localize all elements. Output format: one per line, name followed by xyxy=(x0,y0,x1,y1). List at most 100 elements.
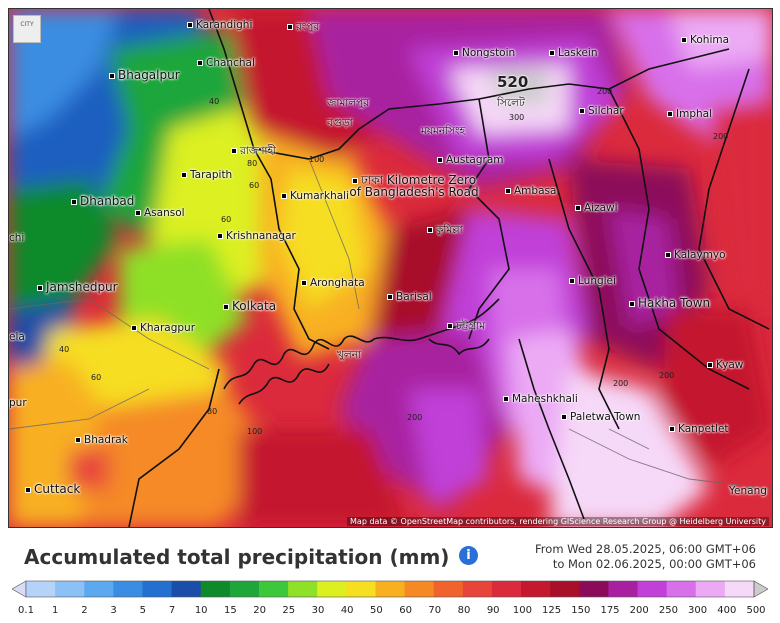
place-name: Maheshkhali xyxy=(512,393,578,405)
place-label-krishnanagar[interactable]: Krishnanagar xyxy=(217,230,296,242)
place-dot xyxy=(453,50,459,56)
place-label-jamalpur[interactable]: জামালপুর xyxy=(327,97,369,109)
place-name: Aizawl xyxy=(584,202,618,214)
place-name: Chanchal xyxy=(206,57,255,69)
place-label-kyaw[interactable]: Kyaw xyxy=(707,359,743,371)
place-label-kalaymyo[interactable]: Kalaymyo xyxy=(665,249,726,261)
place-label-yenang[interactable]: Yenang xyxy=(729,485,767,497)
place-label-chanchal[interactable]: Chanchal xyxy=(197,57,255,69)
map-attribution[interactable]: Map data © OpenStreetMap contributors, r… xyxy=(347,517,769,526)
place-name: Ambasa xyxy=(514,185,557,197)
place-name: Barisal xyxy=(396,291,432,303)
legend-tick-label: 250 xyxy=(658,605,678,616)
legend-swatch xyxy=(200,581,231,597)
place-label-rangpur[interactable]: রংপুর xyxy=(287,21,319,33)
place-label-hakha[interactable]: Hakha Town xyxy=(629,297,710,309)
place-dot xyxy=(561,414,567,420)
place-label-dhaka[interactable]: ঢাকা Kilometre Zero of Bangladesh's Road xyxy=(349,174,479,198)
place-label-pur[interactable]: pur xyxy=(9,397,27,409)
place-name: Kolkata xyxy=(232,299,277,313)
place-label-cuttack[interactable]: Cuttack xyxy=(25,483,80,495)
place-name: Kharagpur xyxy=(140,322,196,334)
place-label-kohima[interactable]: Kohima xyxy=(681,34,729,46)
legend-labels: 0.1 1 2 3 5 7 10 15 20 25 30 40 50 60 70 80 90 100 125 150 1… xyxy=(12,605,768,619)
city-logo[interactable]: CITY xyxy=(13,15,41,43)
contour-label: 200 xyxy=(659,371,675,380)
place-dot xyxy=(187,22,193,28)
place-name: ela xyxy=(9,331,25,343)
place-label-rajshahi[interactable]: রাজশাহী xyxy=(231,145,276,157)
legend-swatch xyxy=(521,581,551,597)
contour-label: 100 xyxy=(247,427,263,436)
place-label-kanpetlet[interactable]: Kanpetlet xyxy=(669,423,729,435)
legend-swatch xyxy=(229,581,260,597)
place-label-bogura[interactable]: বগুড়া xyxy=(327,117,353,129)
legend-swatch xyxy=(550,581,580,597)
legend-tick-label: 0.1 xyxy=(18,605,34,616)
legend-tick-label: 5 xyxy=(139,605,146,616)
contour-label: 100 xyxy=(309,155,325,164)
place-label-mymensingh[interactable]: ময়মনসিংহ xyxy=(421,125,465,137)
place-name: Laskein xyxy=(558,47,598,59)
place-label-silchar[interactable]: Silchar xyxy=(579,105,624,117)
precipitation-map[interactable]: CITY 520 Karandighi Chanchal Bhagalpur Nong… xyxy=(8,8,773,528)
place-dot xyxy=(447,323,453,329)
place-name: Lunglei xyxy=(578,275,616,287)
contour-label: 40 xyxy=(59,345,70,354)
place-label-maheshkhali[interactable]: Maheshkhali xyxy=(503,393,578,405)
place-dot xyxy=(223,303,229,310)
place-dot xyxy=(181,172,187,178)
place-label-sylhet[interactable]: সিলেট xyxy=(497,97,525,109)
legend-tick-label: 60 xyxy=(399,605,412,616)
place-label-aronghata[interactable]: Aronghata xyxy=(301,277,365,289)
place-label-lunglei[interactable]: Lunglei xyxy=(569,275,616,287)
legend-tick-label: 80 xyxy=(457,605,471,616)
place-dot xyxy=(109,72,115,79)
legend-swatch xyxy=(26,581,56,597)
place-label-asansol[interactable]: Asansol xyxy=(135,207,185,219)
legend-tick-label: 175 xyxy=(600,605,620,616)
place-label-barisal[interactable]: Barisal xyxy=(387,291,432,303)
place-label-dhanbad[interactable]: Dhanbad xyxy=(71,195,134,207)
place-label-paletwa[interactable]: Paletwa Town xyxy=(561,411,640,423)
place-dot xyxy=(71,198,77,205)
legend-arrow-right xyxy=(753,580,768,598)
place-label-chi[interactable]: chi xyxy=(9,232,24,244)
place-label-laskein[interactable]: Laskein xyxy=(549,47,598,59)
info-icon[interactable]: i xyxy=(459,546,478,565)
place-name: Kumarkhali xyxy=(290,190,350,202)
place-label-kharagpur[interactable]: Kharagpur xyxy=(131,322,195,334)
place-dot xyxy=(681,37,687,43)
place-name: Austagram xyxy=(446,154,504,166)
place-name: Kyaw xyxy=(716,359,744,371)
place-dot xyxy=(131,325,137,331)
legend-tick-label: 1 xyxy=(52,605,59,616)
legend-tick-label: 100 xyxy=(512,605,532,616)
place-name: Tarapith xyxy=(190,169,233,181)
place-label-tarapith[interactable]: Tarapith xyxy=(181,169,232,181)
place-label-chittagong[interactable]: চট্টগ্রাম xyxy=(447,320,485,332)
legend-tick-label: 70 xyxy=(428,605,442,616)
place-dot xyxy=(25,486,31,493)
place-name: Nongstoin xyxy=(462,47,516,59)
place-label-bhadrak[interactable]: Bhadrak xyxy=(75,434,128,446)
place-label-austagram[interactable]: Austagram xyxy=(437,154,504,166)
place-label-jamshedpur[interactable]: Jamshedpur xyxy=(37,281,118,293)
place-label-bhagalpur[interactable]: Bhagalpur xyxy=(109,69,180,81)
place-label-aizawl[interactable]: Aizawl xyxy=(575,202,618,214)
place-label-ela[interactable]: ela xyxy=(9,331,25,343)
place-label-ambasa[interactable]: Ambasa xyxy=(505,185,556,197)
place-label-karandighi[interactable]: Karandighi xyxy=(187,19,252,31)
place-name: Krishnanagar xyxy=(226,230,296,242)
place-label-kumarkhali[interactable]: Kumarkhali xyxy=(281,190,349,202)
place-label-kolkata[interactable]: Kolkata xyxy=(223,300,276,312)
legend-swatch xyxy=(491,581,522,597)
place-label-khulna[interactable]: খুলনা xyxy=(337,349,361,361)
place-dot xyxy=(387,294,393,300)
legend-tick-label: 500 xyxy=(746,605,766,616)
legend-swatch xyxy=(142,581,173,597)
legend-tick-label: 15 xyxy=(224,605,237,616)
place-label-imphal[interactable]: Imphal xyxy=(667,108,712,120)
place-label-comilla[interactable]: কুমিল্লা xyxy=(427,224,463,236)
place-label-nongstoin[interactable]: Nongstoin xyxy=(453,47,515,59)
